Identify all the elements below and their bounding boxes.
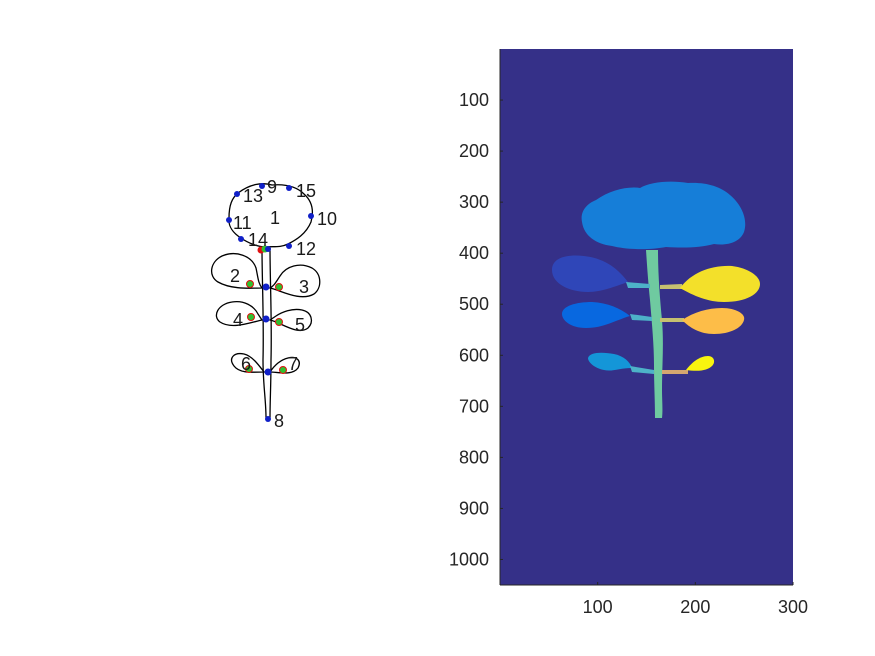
- x-tick-label: 200: [680, 597, 710, 617]
- keypoint: [246, 280, 254, 288]
- keypoint: [265, 416, 271, 422]
- keypoint: [265, 246, 271, 252]
- y-tick-label: 300: [459, 192, 489, 212]
- connector-region: [662, 370, 688, 374]
- keypoint: [234, 191, 240, 197]
- label-2: 2: [230, 266, 240, 286]
- x-tick-label: 100: [583, 597, 613, 617]
- keypoint: [308, 213, 314, 219]
- keypoint: [264, 368, 272, 376]
- leaf-region-r3: [686, 356, 715, 371]
- segmentation-regions: [552, 181, 760, 418]
- label-15: 15: [296, 181, 316, 201]
- keypoints: [226, 183, 314, 422]
- label-9: 9: [267, 177, 277, 197]
- label-14: 14: [248, 230, 268, 250]
- leaf-region-l2: [562, 302, 630, 328]
- y-axis-ticks: 100 200 300 400 500 600 700 800 900 1000: [449, 90, 503, 569]
- connector-region: [630, 366, 654, 374]
- y-tick-label: 500: [459, 294, 489, 314]
- keypoint: [262, 283, 270, 291]
- stem-outline-right: [269, 247, 272, 419]
- keypoint: [245, 365, 253, 373]
- y-tick-label: 600: [459, 345, 489, 365]
- keypoint: [279, 366, 287, 374]
- label-5: 5: [295, 315, 305, 335]
- label-11: 11: [233, 213, 252, 233]
- y-tick-label: 1000: [449, 549, 489, 569]
- y-tick-label: 100: [459, 90, 489, 110]
- keypoint: [275, 318, 283, 326]
- label-7: 7: [288, 354, 298, 374]
- stem-outline-left: [261, 247, 267, 419]
- plant-outline-diagram: 1 2 3 4 5 6 7 8 9 10 11 12 13 14 15: [211, 177, 337, 431]
- keypoint: [259, 183, 265, 189]
- label-6: 6: [241, 354, 251, 374]
- top-region: [581, 181, 746, 250]
- connector-region: [626, 282, 650, 288]
- keypoint: [226, 217, 232, 223]
- leaf-region-l3: [588, 352, 632, 371]
- connector-region: [660, 284, 682, 289]
- y-tick-label: 200: [459, 141, 489, 161]
- label-1: 1: [270, 208, 280, 228]
- label-4: 4: [233, 310, 243, 330]
- leaf-outline-3: [268, 264, 321, 298]
- label-13: 13: [243, 186, 263, 206]
- keypoint: [286, 185, 292, 191]
- y-tick-label: 700: [459, 396, 489, 416]
- y-tick-label: 800: [459, 447, 489, 467]
- leaf-outline-5: [268, 308, 313, 332]
- segmentation-image-axes: 100 200 300 100200300400500600700800900100…: [449, 49, 808, 617]
- y-tick-label: 900: [459, 498, 489, 518]
- connector-region: [660, 318, 684, 322]
- connector-region: [630, 314, 652, 321]
- x-tick-label: 300: [778, 597, 808, 617]
- keypoint: [286, 243, 292, 249]
- leaf-region-l1: [552, 255, 628, 292]
- label-8: 8: [274, 411, 284, 431]
- leaf-region-r2: [682, 308, 745, 334]
- keypoint: [238, 236, 244, 242]
- x-axis-ticks: 100 200 300: [583, 582, 808, 617]
- keypoint: [275, 283, 283, 291]
- y-tick-label: 400: [459, 243, 489, 263]
- label-10: 10: [317, 209, 337, 229]
- label-12: 12: [296, 239, 316, 259]
- keypoint: [262, 315, 270, 323]
- label-3: 3: [299, 277, 309, 297]
- keypoint: [247, 313, 255, 321]
- stem-region: [646, 250, 663, 418]
- leaf-region-r1: [680, 265, 760, 302]
- leaf-outline-4: [215, 300, 264, 327]
- leaf-outline-2: [211, 253, 264, 289]
